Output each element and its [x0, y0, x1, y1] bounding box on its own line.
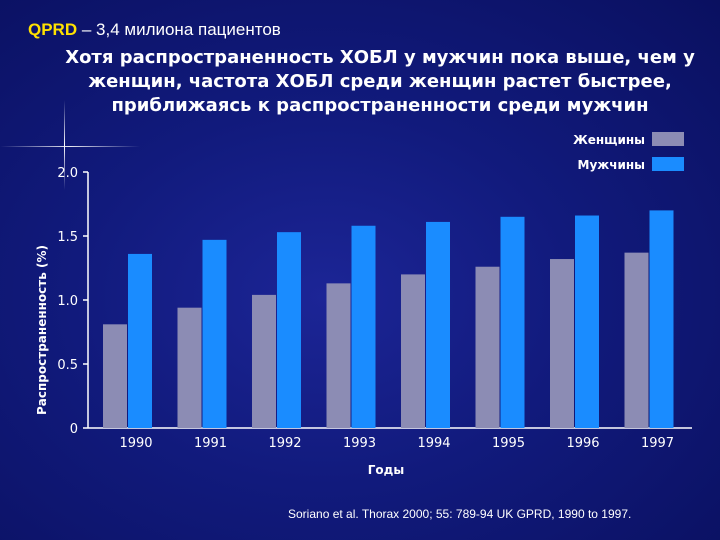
x-axis-title: Годы [368, 463, 404, 477]
org-label: QPRD [28, 20, 78, 39]
slide-title: Хотя распространенность ХОБЛ у мужчин по… [60, 46, 700, 118]
x-tick-label: 1994 [417, 436, 450, 451]
y-tick-label: 1.0 [57, 294, 78, 309]
y-axis-title: Распространенность (%) [35, 245, 49, 415]
title-line-1: Хотя распространенность ХОБЛ у мужчин по… [65, 47, 695, 68]
legend-label: Мужчины [578, 158, 646, 172]
title-line-3: приближаясь к распространенности среди м… [111, 95, 649, 116]
legend-swatch-women [652, 132, 684, 146]
header-line: QPRD – 3,4 милиона пациентов [28, 20, 281, 40]
y-tick-label: 2.0 [57, 166, 78, 181]
legend-label: Женщины [573, 133, 645, 147]
bar-women [252, 294, 276, 428]
source-citation: Soriano et al. Thorax 2000; 55: 789-94 U… [288, 507, 632, 521]
header-subtitle: – 3,4 милиона пациентов [77, 20, 281, 39]
bar-men [202, 239, 227, 428]
title-line-2: женщин, частота ХОБЛ среди женщин растет… [88, 71, 672, 92]
x-tick-label: 1996 [566, 436, 599, 451]
bar-women [177, 307, 202, 428]
y-tick-label: 1.5 [57, 230, 78, 245]
bar-men [128, 253, 152, 428]
legend-swatch-men [652, 157, 684, 171]
bar-women [103, 324, 127, 428]
bar-men [426, 221, 450, 428]
y-tick-label: 0.5 [57, 358, 78, 373]
x-tick-label: 1993 [343, 436, 376, 451]
y-tick-label: 0 [70, 422, 78, 437]
bar-women [401, 274, 425, 428]
bar-men [575, 215, 599, 428]
bar-women [475, 266, 500, 428]
bar-women [624, 252, 649, 428]
x-tick-label: 1991 [194, 436, 227, 451]
bar-men [277, 232, 301, 428]
decorative-vertical-line [64, 100, 65, 190]
decorative-horizontal-line [0, 146, 140, 147]
bar-men [649, 210, 674, 428]
x-tick-label: 1990 [119, 436, 152, 451]
x-tick-label: 1992 [268, 436, 301, 451]
bar-men [500, 216, 525, 428]
x-tick-label: 1995 [492, 436, 525, 451]
bar-men [351, 225, 376, 428]
bar-women [326, 283, 351, 428]
bar-women [550, 259, 574, 428]
x-tick-label: 1997 [641, 436, 674, 451]
